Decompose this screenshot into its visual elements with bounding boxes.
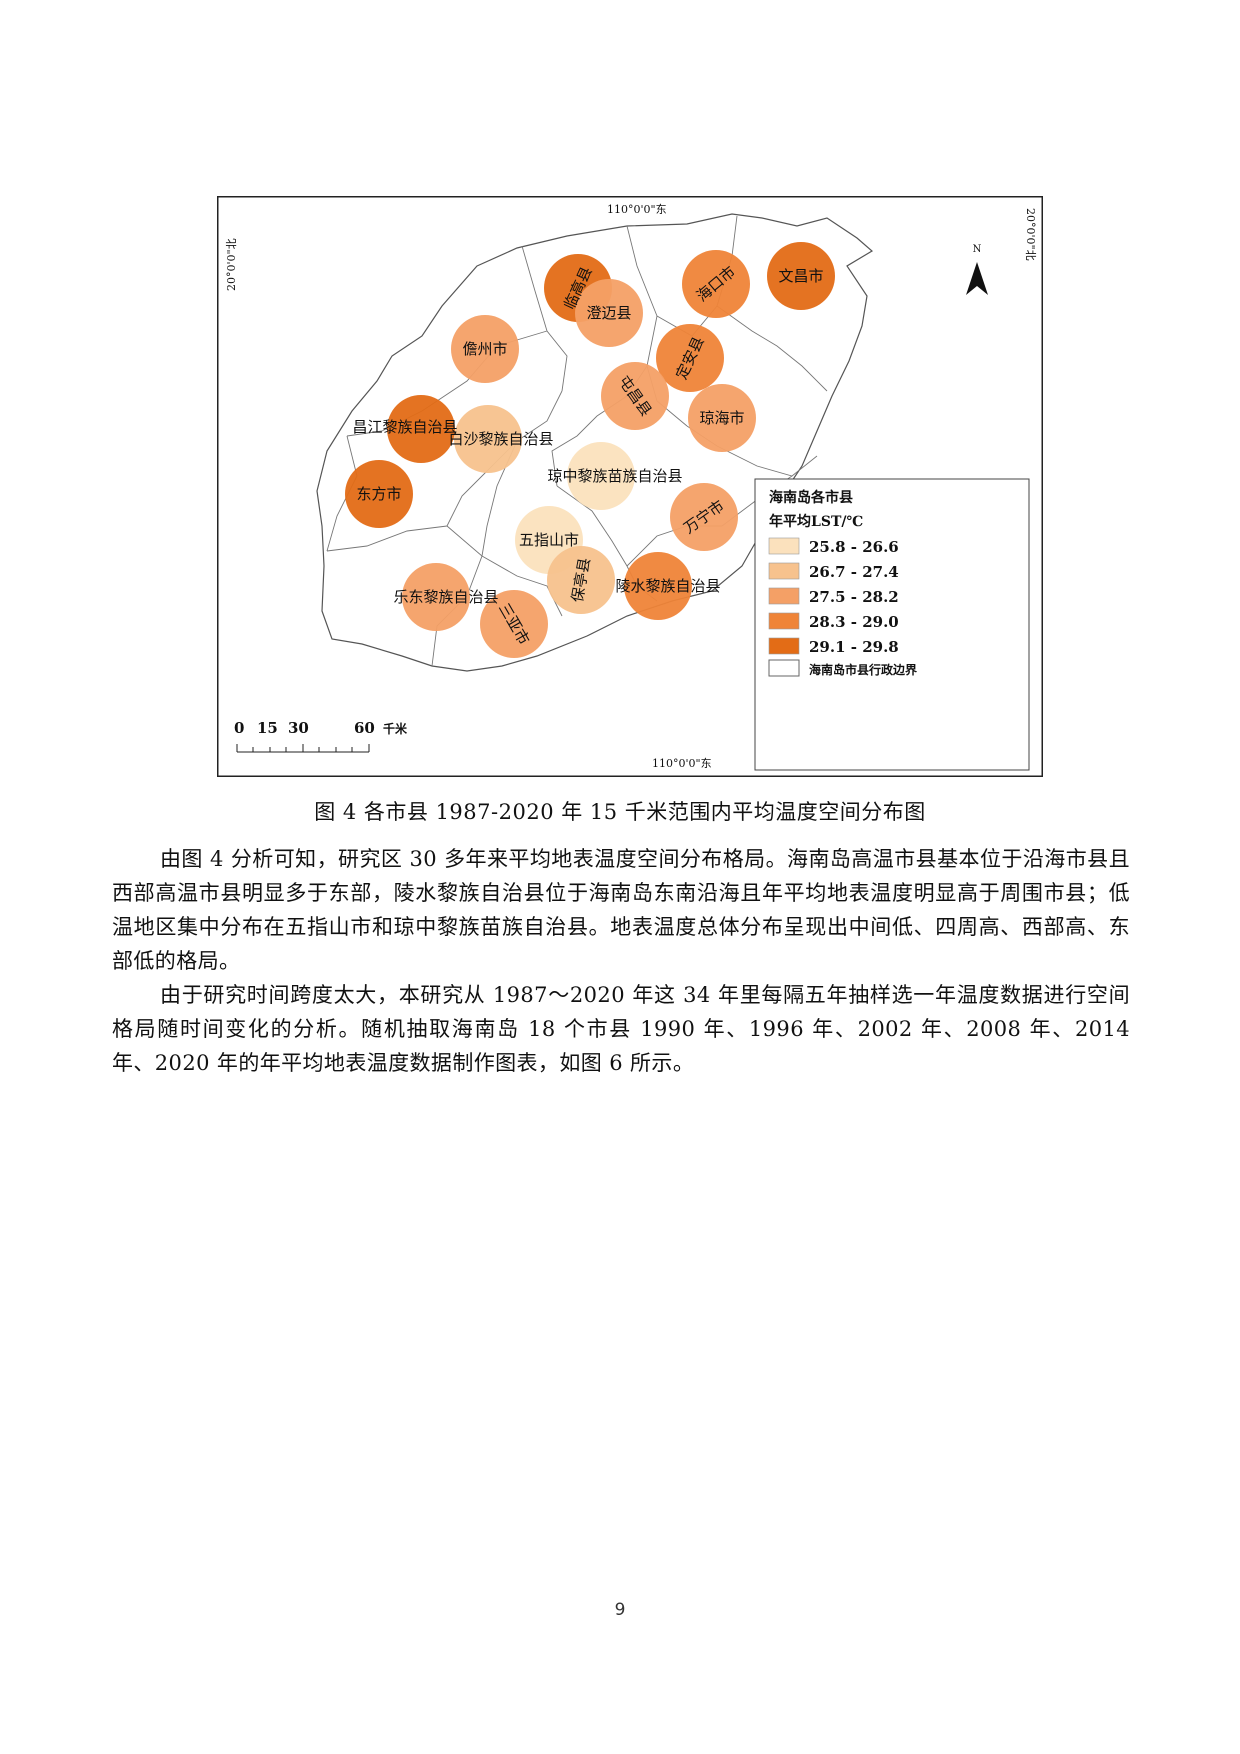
county-circle: [387, 395, 455, 463]
legend-swatch: [768, 612, 800, 630]
legend-item-label: 27.5 - 28.2: [809, 588, 899, 606]
county-label: 文昌市: [778, 267, 823, 285]
county-label: 乐东黎族自治县: [393, 588, 498, 606]
legend-swatch: [768, 537, 800, 555]
county-label: 琼中黎族苗族自治县: [547, 467, 682, 485]
legend-swatch: [768, 562, 800, 580]
north-arrow: N: [966, 244, 988, 295]
island-outline: [316, 213, 874, 672]
legend-title-line1: 海南岛各市县: [769, 489, 853, 506]
page-number: 9: [614, 1600, 626, 1620]
north-label: N: [973, 244, 982, 255]
scale-tick-15: 15: [257, 719, 278, 737]
county-circle: [402, 563, 470, 631]
legend-swatch: [768, 637, 800, 655]
map-figure: 临高县 澄迈县 海口市 文昌市 儋州市 定安县 屯昌县 琼海市 昌江黎族自治县 白沙黎族自治县 琼中…: [217, 196, 1043, 777]
legend-boundary-swatch: [768, 659, 800, 677]
legend-boundary-label: 海南岛市县行政边界: [809, 662, 917, 677]
county-circle: [624, 552, 692, 620]
scale-unit: 千米: [383, 721, 408, 736]
legend-items: 25.8 - 26.6 26.7 - 27.4 27.5 - 28.2 28.3 - …: [768, 537, 899, 656]
county-circle: [601, 362, 669, 430]
county-label: 儋州市: [462, 340, 507, 358]
county-label: 陵水黎族自治县: [615, 577, 720, 595]
legend-item-label: 29.1 - 29.8: [809, 638, 899, 656]
scale-tick-60: 60: [354, 719, 375, 737]
county-circle: [567, 442, 635, 510]
county-circle: [451, 315, 519, 383]
county-circle: [575, 279, 643, 347]
top-longitude-label: 110°0'0"东: [607, 203, 667, 216]
county-label: 五指山市: [519, 531, 579, 549]
bottom-longitude-label: 110°0'0"东: [652, 757, 712, 770]
scale-tick-30: 30: [288, 719, 309, 737]
county-circle: [345, 460, 413, 528]
right-latitude-label: 20°0'0"北: [1024, 208, 1037, 261]
county-circle: [670, 483, 738, 551]
legend-box: [754, 478, 1030, 771]
county-label: 白沙黎族自治县: [448, 430, 553, 448]
county-label: 昌江黎族自治县: [352, 418, 457, 436]
county-circle: [547, 546, 615, 614]
north-arrow-icon: [966, 262, 988, 295]
legend-swatch: [768, 587, 800, 605]
legend-title-line2: 年平均LST/℃: [769, 513, 863, 530]
county-label: 东方市: [356, 485, 401, 503]
scale-bar: 0 15 30 60 千米: [234, 719, 408, 753]
county-circle: [682, 250, 750, 318]
county-circle: [767, 242, 835, 310]
legend-item-label: 28.3 - 29.0: [809, 613, 899, 631]
body-paragraph-1: 由图 4 分析可知，研究区 30 多年来平均地表温度空间分布格局。海南岛高温市县…: [112, 847, 1130, 973]
county-circle: [688, 384, 756, 452]
county-circle: [454, 405, 522, 473]
figure-caption: 图 4 各市县 1987-2020 年 15 千米范围内平均温度空间分布图: [314, 800, 926, 824]
county-label: 琼海市: [699, 409, 744, 427]
legend-item-label: 25.8 - 26.6: [809, 538, 899, 556]
scale-bar-ticks: [236, 744, 370, 753]
scale-tick-0: 0: [234, 719, 244, 737]
legend-item-label: 26.7 - 27.4: [809, 563, 899, 581]
legend: 海南岛各市县 年平均LST/℃ 25.8 - 26.6 26.7 - 27.4 27…: [768, 489, 917, 677]
body-paragraph-2: 由于研究时间跨度太大，本研究从 1987～2020 年这 34 年里每隔五年抽样…: [112, 983, 1130, 1075]
county-circle: [656, 324, 724, 392]
left-latitude-label: 20°0'0"北: [225, 238, 238, 291]
county-circles-layer: [345, 242, 835, 658]
county-circle: [480, 590, 548, 658]
county-label: 澄迈县: [586, 304, 631, 322]
